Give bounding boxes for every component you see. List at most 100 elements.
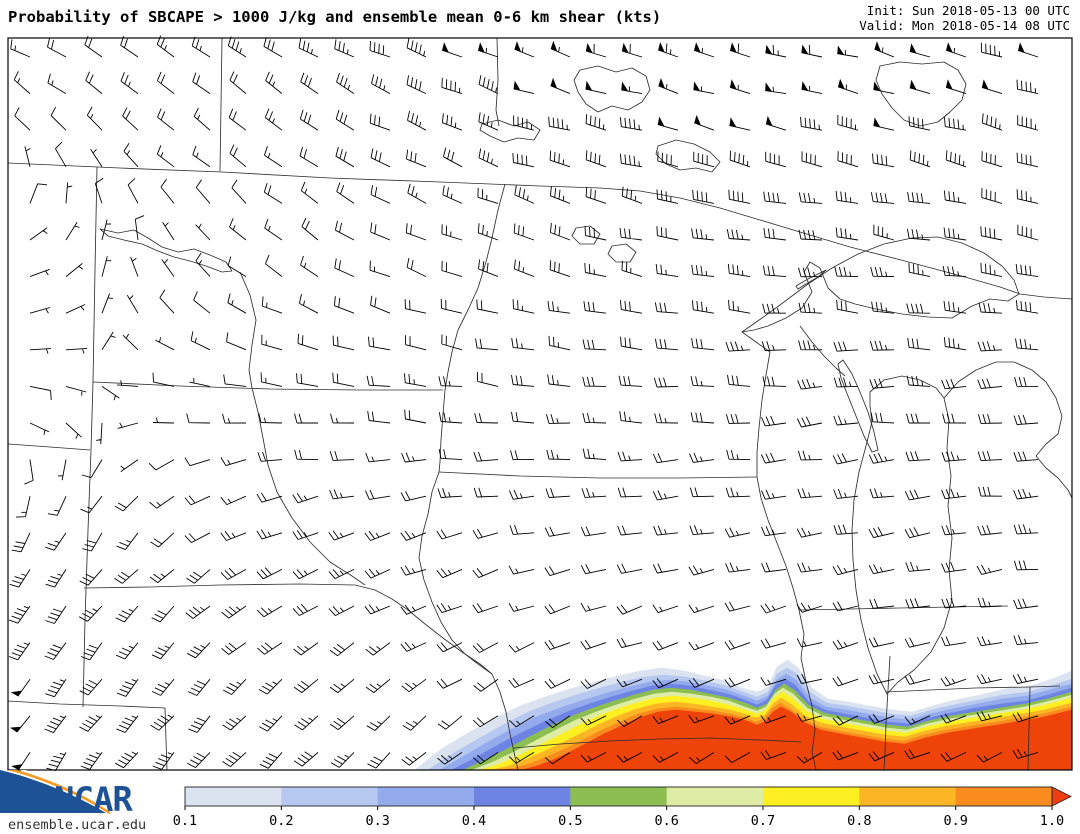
wind-barb-pennant: [478, 42, 485, 53]
wind-barb-pennant: [946, 79, 953, 90]
wind-barb-pennant: [585, 80, 593, 91]
mb_on_border: [495, 37, 500, 127]
wind-barb-pennant: [585, 43, 593, 53]
wind-barb-pennant: [946, 42, 953, 53]
wind-barb-pennant: [694, 42, 701, 53]
lake_sakakawea: [99, 228, 233, 273]
ncar-logo-swoosh: [0, 770, 106, 813]
colorbar-segment: [666, 787, 764, 806]
colorbar-label: 1.0: [1040, 813, 1064, 829]
wind-barb-pennant: [838, 78, 845, 90]
lake_nipigon: [875, 61, 967, 127]
mt_east_104w: [82, 166, 98, 708]
colorbar: 0.1 0.2 0.3 0.4 0.5 0.6 0.7 0.8 0.9 1.0: [173, 786, 1072, 829]
wind-barb-pennant: [658, 78, 665, 89]
wind-barb-pennant: [765, 44, 773, 55]
leech_lake: [571, 225, 601, 245]
mille_lacs: [607, 243, 637, 263]
colorbar-label: 0.2: [269, 813, 293, 829]
colorbar-label: 0.8: [847, 813, 871, 829]
wind-barb-pennant: [909, 43, 917, 54]
in_oh_border: [1027, 686, 1031, 771]
canada_border: [7, 162, 1073, 300]
wi_il_border: [798, 605, 1009, 611]
wind-barb-pennant: [873, 81, 881, 91]
colorbar-over-arrow: [1051, 786, 1072, 807]
colorbar-label: 0.1: [173, 813, 197, 829]
wind-barb-pennant: [657, 116, 665, 127]
ia_mo_border: [513, 737, 802, 749]
wind-barb-pennant: [621, 42, 629, 53]
wind-barb-pennant: [621, 81, 629, 92]
lake_of_the_woods: [573, 65, 651, 113]
lake_huron_shore: [943, 361, 1073, 499]
wind-barb-pennant: [10, 726, 22, 733]
valid-time: Valid: Mon 2018-05-14 08 UTC: [859, 18, 1070, 33]
mi_in_oh_border: [885, 685, 1061, 693]
prob-layer-1.0: [504, 706, 1073, 771]
ncar-logo-arc: [6, 770, 111, 815]
colorbar-segment: [570, 787, 668, 806]
colorbar-segment: [474, 787, 571, 806]
wind-barb-pennant: [1018, 42, 1025, 53]
st_croix_river: [741, 331, 771, 477]
colorbar-segment: [185, 787, 282, 806]
wy_ne_co_41n: [7, 700, 166, 709]
mn_ia_border: [438, 471, 758, 479]
colorbar-label: 0.5: [558, 813, 582, 829]
wind-barb-pennant: [11, 764, 23, 770]
probability-contours: [414, 659, 1073, 771]
wind-barb-staffs: [8, 35, 1039, 772]
wind-barb-pennant: [514, 41, 521, 52]
missouri_river: [239, 271, 366, 586]
colorbar-label: 0.9: [943, 813, 967, 829]
colorbar-segment: [859, 787, 957, 806]
wind-barb-pennant: [513, 80, 521, 91]
colorbar-label: 0.7: [751, 813, 775, 829]
red_lakes: [655, 139, 721, 173]
colorbar-label: 0.4: [462, 813, 486, 829]
ne_ia_missouri: [491, 673, 519, 771]
geography-borders: [7, 37, 1073, 771]
mn_west_border: [438, 183, 506, 473]
ncar-logo-arc-gap: [20, 770, 114, 814]
map-frame: [7, 37, 1073, 771]
nd_sd_border: [92, 381, 443, 391]
devils_lake: [479, 119, 541, 143]
wind-barb-pennant: [766, 115, 773, 126]
colorbar-segment: [377, 787, 475, 806]
init-time: Init: Sun 2018-05-13 00 UTC: [866, 3, 1070, 18]
wind-barb-pennant: [981, 79, 989, 90]
isle_royale: [795, 269, 827, 290]
wind-barb-pennant: [909, 79, 917, 90]
wind-barb-pennant: [658, 42, 665, 53]
sk_mb_border: [219, 37, 223, 172]
colorbar-segment: [281, 787, 379, 806]
ensemble-url: ensemble.ucar.edu: [8, 817, 146, 833]
wind-barb-pennant: [801, 44, 809, 55]
il_in_border: [883, 655, 891, 771]
colorbar-segment: [955, 787, 1053, 806]
colorbar-segment: [763, 787, 860, 806]
colorbar-label: 0.3: [365, 813, 389, 829]
run-times: Init: Sun 2018-05-13 00 UTC Valid: Mon 2…: [859, 3, 1070, 33]
green_bay: [837, 359, 879, 453]
ncar-logo-text: NCAR: [54, 780, 133, 820]
wind-barb-pennant: [729, 117, 737, 128]
lake_superior: [741, 236, 1020, 333]
page-title: Probability of SBCAPE > 1000 J/kg and en…: [8, 8, 662, 26]
mt_wy_border: [7, 443, 91, 451]
wind-barb-pennant: [693, 81, 701, 91]
wind-barbs-layer: [8, 35, 1039, 772]
wind-barb-pennant: [550, 77, 557, 89]
co_ne_east: [164, 707, 168, 771]
wind-barb-pennant: [694, 114, 701, 126]
wind-barb-pennant: [801, 81, 809, 91]
wind-barb-pennant: [442, 42, 449, 53]
wind-barb-pennant: [837, 45, 845, 55]
wind-barb-pennant: [730, 42, 737, 53]
sd_ne_border: [83, 583, 493, 675]
colorbar-outline: [184, 786, 1053, 807]
